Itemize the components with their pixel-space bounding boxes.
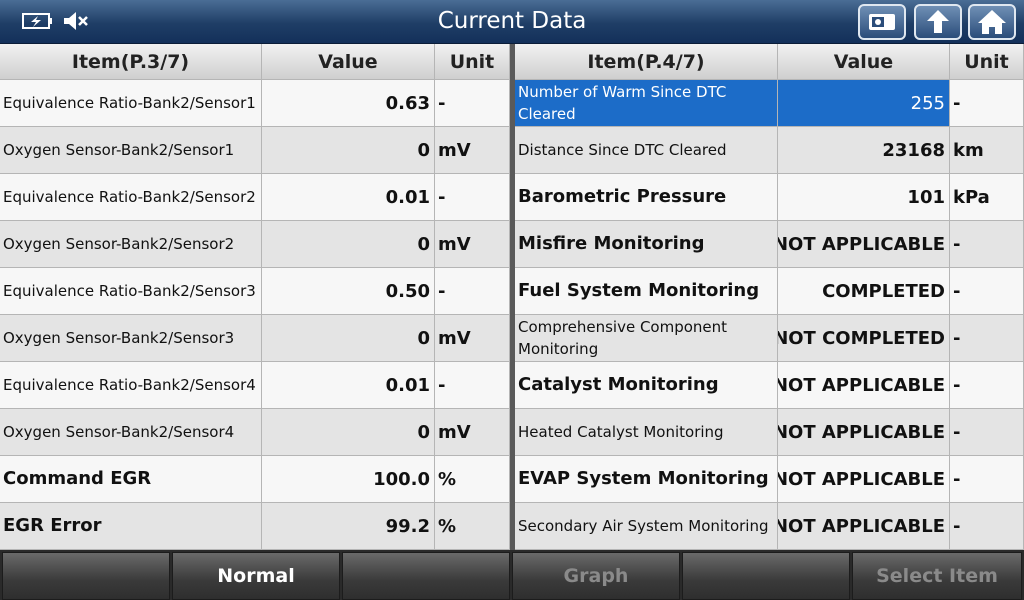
- item-unit: -: [950, 80, 1024, 127]
- item-unit: -: [435, 362, 510, 409]
- home-button[interactable]: [968, 4, 1016, 40]
- toolbar: Normal Graph Select Item: [0, 550, 1024, 600]
- item-name[interactable]: Distance Since DTC Cleared: [515, 127, 778, 174]
- normal-button[interactable]: Normal: [172, 552, 340, 600]
- column-header: Unit: [435, 44, 510, 80]
- item-name[interactable]: Fuel System Monitoring: [515, 268, 778, 315]
- item-value: 0.01: [262, 174, 435, 221]
- item-unit: -: [435, 174, 510, 221]
- toolbar-button[interactable]: [682, 552, 850, 600]
- table-separator: [510, 44, 515, 550]
- item-unit: -: [950, 315, 1024, 362]
- back-button[interactable]: [914, 4, 962, 40]
- toolbar-button[interactable]: [342, 552, 510, 600]
- column-header: Unit: [950, 44, 1024, 80]
- item-unit: -: [950, 362, 1024, 409]
- item-unit: kPa: [950, 174, 1024, 221]
- column-header: Item(P.4/7): [515, 44, 778, 80]
- column-header: Value: [262, 44, 435, 80]
- item-name[interactable]: Barometric Pressure: [515, 174, 778, 221]
- item-name[interactable]: Equivalence Ratio-Bank2/Sensor1: [0, 80, 262, 127]
- item-unit: -: [950, 409, 1024, 456]
- item-value: 0.50: [262, 268, 435, 315]
- item-unit: -: [435, 80, 510, 127]
- item-value: 0: [262, 409, 435, 456]
- item-value: 101: [778, 174, 950, 221]
- item-value: NOT COMPLETED: [778, 315, 950, 362]
- item-name[interactable]: Oxygen Sensor-Bank2/Sensor1: [0, 127, 262, 174]
- item-value: 255: [778, 80, 950, 127]
- item-value: COMPLETED: [778, 268, 950, 315]
- up-arrow-icon: [927, 10, 949, 33]
- item-unit: km: [950, 127, 1024, 174]
- graph-button[interactable]: Graph: [512, 552, 680, 600]
- item-unit: mV: [435, 127, 510, 174]
- title: Current Data: [437, 8, 587, 34]
- item-unit: %: [435, 456, 510, 503]
- item-unit: %: [435, 503, 510, 550]
- item-value: NOT APPLICABLE: [778, 362, 950, 409]
- item-unit: -: [950, 456, 1024, 503]
- item-name[interactable]: Catalyst Monitoring: [515, 362, 778, 409]
- home-icon: [978, 10, 1006, 34]
- item-name[interactable]: Secondary Air System Monitoring: [515, 503, 778, 550]
- item-name[interactable]: Comprehensive Component Monitoring: [515, 315, 778, 362]
- item-unit: -: [950, 503, 1024, 550]
- item-name[interactable]: Equivalence Ratio-Bank2/Sensor3: [0, 268, 262, 315]
- item-name[interactable]: Oxygen Sensor-Bank2/Sensor2: [0, 221, 262, 268]
- column-header: Item(P.3/7): [0, 44, 262, 80]
- toolbar-button[interactable]: [2, 552, 170, 600]
- item-name[interactable]: Oxygen Sensor-Bank2/Sensor4: [0, 409, 262, 456]
- item-unit: -: [435, 268, 510, 315]
- item-value: 0.63: [262, 80, 435, 127]
- item-value: 23168: [778, 127, 950, 174]
- item-name[interactable]: Number of Warm Since DTC Cleared: [515, 80, 778, 127]
- title-bar: Current Data: [0, 0, 1024, 44]
- item-value: NOT APPLICABLE: [778, 409, 950, 456]
- item-value: 100.0: [262, 456, 435, 503]
- status-icons: [22, 12, 88, 30]
- item-name[interactable]: Command EGR: [0, 456, 262, 503]
- item-value: NOT APPLICABLE: [778, 503, 950, 550]
- item-value: 0: [262, 221, 435, 268]
- column-header: Value: [778, 44, 950, 80]
- select-item-button[interactable]: Select Item: [852, 552, 1022, 600]
- item-unit: -: [950, 268, 1024, 315]
- item-unit: mV: [435, 409, 510, 456]
- screenshot-icon: [869, 14, 895, 30]
- item-name[interactable]: Oxygen Sensor-Bank2/Sensor3: [0, 315, 262, 362]
- left-table: Item(P.3/7) Value Unit Equivalence Ratio-Ba…: [0, 44, 510, 550]
- screenshot-button[interactable]: [858, 4, 906, 40]
- item-value: 0: [262, 315, 435, 362]
- item-unit: -: [950, 221, 1024, 268]
- item-unit: mV: [435, 221, 510, 268]
- item-unit: mV: [435, 315, 510, 362]
- item-value: 99.2: [262, 503, 435, 550]
- item-name[interactable]: Equivalence Ratio-Bank2/Sensor4: [0, 362, 262, 409]
- item-name[interactable]: EGR Error: [0, 503, 262, 550]
- item-value: NOT APPLICABLE: [778, 456, 950, 503]
- right-table: Item(P.4/7) Value Unit Number of Warm Since…: [515, 44, 1024, 550]
- item-name[interactable]: Misfire Monitoring: [515, 221, 778, 268]
- item-name[interactable]: Equivalence Ratio-Bank2/Sensor2: [0, 174, 262, 221]
- item-value: 0: [262, 127, 435, 174]
- item-name[interactable]: EVAP System Monitoring: [515, 456, 778, 503]
- item-value: NOT APPLICABLE: [778, 221, 950, 268]
- item-value: 0.01: [262, 362, 435, 409]
- item-name[interactable]: Heated Catalyst Monitoring: [515, 409, 778, 456]
